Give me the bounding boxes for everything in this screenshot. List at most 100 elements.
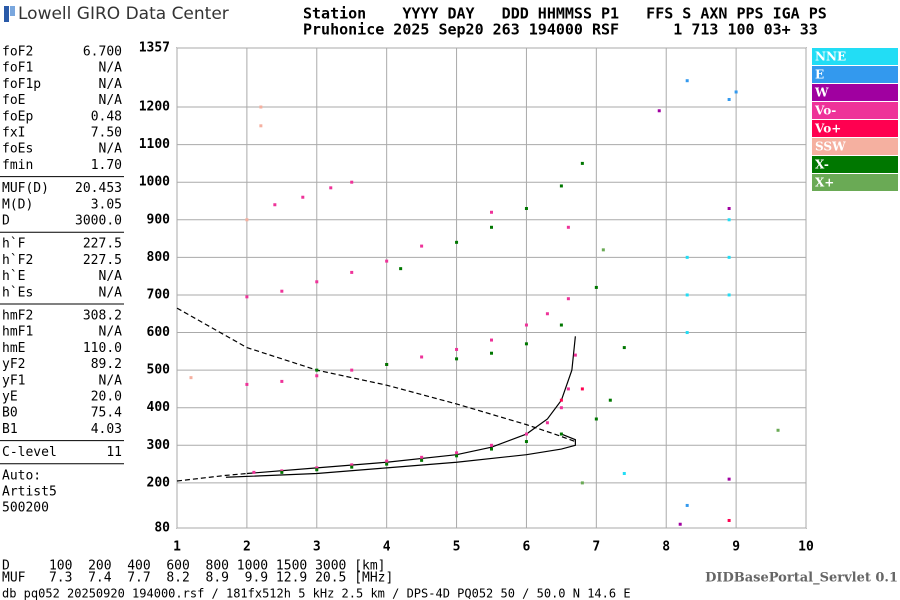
y-tick-label: 900 [147,212,171,227]
param-name: B1 [2,422,18,437]
echo [280,289,284,293]
param-value: N/A [99,61,123,76]
echo [350,270,354,274]
echo [490,351,493,355]
param-name: fxI [2,126,25,141]
echo [622,471,626,475]
param-name: h`F [2,237,26,252]
y-tick-label: 300 [147,438,171,453]
echo [524,323,528,327]
echo [490,225,493,229]
echo [559,323,563,327]
echo [399,267,403,271]
y-tick-label: 600 [147,325,171,340]
legend-label: SSW [815,140,846,154]
echo [727,255,731,259]
param-value: 6.700 [83,45,122,60]
param-name: foF2 [2,45,33,60]
echo [252,470,256,474]
echo [559,398,563,402]
x-tick-label: 9 [732,540,740,555]
echo [545,421,549,425]
param-value: 7.50 [91,126,122,141]
logo-icon [4,6,15,22]
param-value: N/A [99,325,123,340]
param-name: yF1 [2,373,25,388]
echo [727,477,731,481]
echo [678,522,682,526]
echo [559,432,563,436]
echo [594,417,598,421]
legend-label: X+ [815,176,834,190]
auto-label: Artist5 [2,485,57,500]
echo [259,105,263,109]
x-tick-label: 7 [592,540,600,555]
echo [685,331,689,335]
echo [315,374,319,378]
param-value: N/A [99,93,123,108]
x-tick-label: 4 [383,540,391,555]
echo [189,376,193,380]
y-tick-label: 1357 [139,41,170,56]
echo [385,462,389,466]
echo [727,97,731,101]
echo [524,342,528,346]
echo [350,368,354,372]
echo [301,195,305,199]
echo [280,379,284,383]
param-name: foE [2,93,25,108]
header-line: Pruhonice 2025 Sep20 263 194000 RSF 1 71… [303,21,818,39]
param-value: 11 [106,445,122,460]
echo [727,218,731,222]
param-value: N/A [99,285,123,300]
legend-label: Vo+ [814,122,841,136]
x-tick-label: 3 [313,540,321,555]
param-name: C-level [2,445,57,460]
echo [490,210,493,214]
echo [420,458,424,462]
legend-swatch [812,174,898,191]
echo [685,79,689,83]
muf-row: MUF 7.3 7.4 7.7 8.2 8.9 9.9 12.9 20.5 [M… [2,571,393,586]
param-name: fmin [2,158,33,173]
echo [420,355,424,359]
echo [559,406,563,410]
x-tick-label: 10 [798,540,814,555]
param-name: foEp [2,109,33,124]
echo [280,470,284,474]
logo-text: Lowell GIRO Data Center [18,4,229,24]
echo [566,225,570,229]
legend-swatch [812,84,898,101]
echo [385,259,389,263]
echo [315,468,319,472]
echo [385,459,389,463]
x-tick-label: 5 [453,540,461,555]
param-name: foF1p [2,77,41,92]
echo [350,463,354,467]
header-line: Station YYYY DAY DDD HHMMSS P1 FFS S AXN… [303,5,827,23]
param-name: h`F2 [2,253,33,268]
echo [594,285,598,289]
echo [566,387,570,391]
echo [420,455,424,459]
y-tick-label: 1100 [139,137,170,152]
param-name: B0 [2,406,18,421]
y-tick-label: 400 [147,400,171,415]
y-tick-label: 500 [147,363,171,378]
echo [685,255,689,259]
legend-label: Vo- [814,104,836,118]
echo [524,207,528,211]
y-tick-label: 1000 [139,175,170,190]
echo [350,465,354,469]
legend-swatch [812,48,898,65]
param-value: 227.5 [83,237,122,252]
param-name: h`Es [2,285,33,300]
param-value: 3.05 [91,197,122,212]
legend-swatch [812,138,898,155]
param-value: N/A [99,269,123,284]
param-value: 308.2 [83,309,122,324]
echo [566,297,570,301]
auto-label: 500200 [2,501,49,516]
echo [455,451,459,455]
